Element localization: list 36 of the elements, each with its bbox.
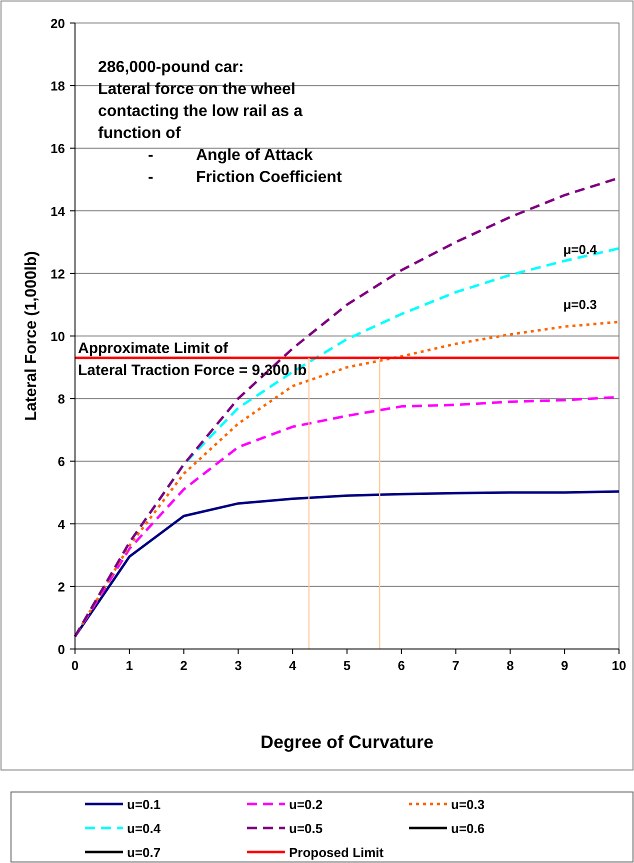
text: 286,000-pound car: Lateral force on the wheel contacting the low rail as a function of - Angle of Attack - Friction Coefficient [98, 59, 342, 186]
y-tick-label: 16 [50, 141, 65, 156]
y-tick-label: 0 [58, 642, 65, 657]
x-tick-label: 6 [398, 658, 406, 673]
legend-label: u=0.7 [127, 845, 161, 860]
x-tick-label: 3 [234, 658, 242, 673]
x-tick-label: 4 [288, 658, 297, 673]
x-tick-label: 2 [180, 658, 188, 673]
x-tick-label: 5 [343, 658, 351, 673]
y-tick-label: 10 [50, 329, 65, 344]
y-axis-title: Lateral Force (1,000lb) [23, 251, 40, 421]
y-tick-label: 4 [58, 516, 66, 532]
y-tick-label: 18 [50, 78, 65, 94]
annotation: Approximate Limit of Lateral Traction Force = 9,300 lb [78, 340, 307, 379]
y-tick-label: 6 [58, 454, 65, 470]
y-tick-label: 14 [50, 204, 66, 219]
x-tick-label: 9 [560, 658, 568, 673]
annotation: μ=0.3 [563, 297, 597, 312]
annotation: μ=0.4 [563, 242, 598, 257]
x-tick-label: 1 [126, 658, 134, 673]
y-tick-label: 20 [50, 16, 65, 31]
legend-label: u=0.5 [289, 821, 323, 836]
legend-label: u=0.1 [127, 797, 161, 812]
x-tick-label: 7 [452, 658, 460, 673]
y-tick-label: 2 [58, 579, 65, 594]
legend-label: u=0.4 [127, 821, 162, 836]
y-tick-label: 8 [58, 392, 65, 407]
x-tick-label: 0 [71, 658, 79, 673]
x-axis-title: Degree of Curvature [260, 732, 434, 752]
legend-label: Proposed Limit [289, 845, 384, 860]
x-tick-label: 8 [506, 658, 514, 673]
legend-label: u=0.3 [451, 797, 485, 812]
x-tick-label: 10 [612, 658, 626, 673]
y-tick-label: 12 [50, 266, 65, 282]
legend-label: u=0.6 [451, 821, 485, 836]
legend-label: u=0.2 [289, 797, 323, 812]
